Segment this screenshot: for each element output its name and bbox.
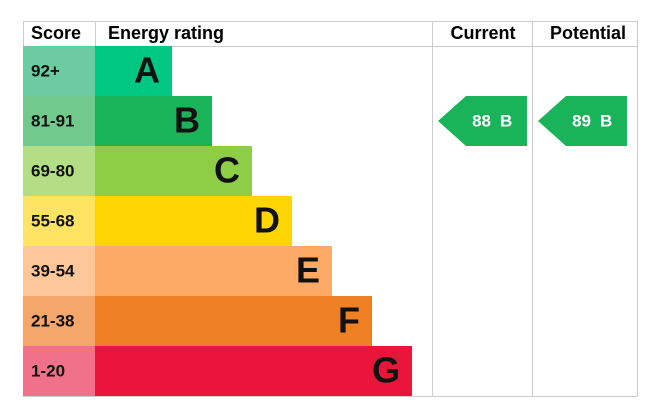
header-potential: Potential [550,23,626,43]
header-current: Current [450,23,515,43]
potential-value: 89 [572,111,591,130]
potential-arrow [538,96,627,146]
score-label: 55-68 [31,211,74,230]
current-letter: B [500,111,512,130]
score-label: 39-54 [31,261,75,280]
header-rating: Energy rating [108,23,224,43]
rating-bar [95,296,372,346]
score-cell [23,196,95,246]
score-label: 81-91 [31,111,74,130]
score-label: 92+ [31,61,60,80]
band-letter: C [214,150,240,191]
score-cell [23,96,95,146]
band-letter: G [372,350,400,391]
rating-bar [95,346,412,396]
potential-letter: B [600,111,612,130]
score-cell [23,346,95,396]
rating-bar [95,96,212,146]
rating-bar [95,146,252,196]
band-letter: F [338,300,360,341]
rating-bar [95,46,172,96]
current-value: 88 [472,111,491,130]
current-arrow [438,96,527,146]
score-label: 21-38 [31,311,74,330]
band-letter: D [254,200,280,241]
score-label: 69-80 [31,161,74,180]
rating-bar [95,246,332,296]
score-cell [23,146,95,196]
rating-bar [95,196,292,246]
score-cell [23,246,95,296]
band-letter: A [134,50,160,91]
band-letter: B [174,100,200,141]
header-score: Score [31,23,81,43]
score-cell [23,46,95,96]
score-cell [23,296,95,346]
score-label: 1-20 [31,361,65,380]
band-letter: E [296,250,320,291]
